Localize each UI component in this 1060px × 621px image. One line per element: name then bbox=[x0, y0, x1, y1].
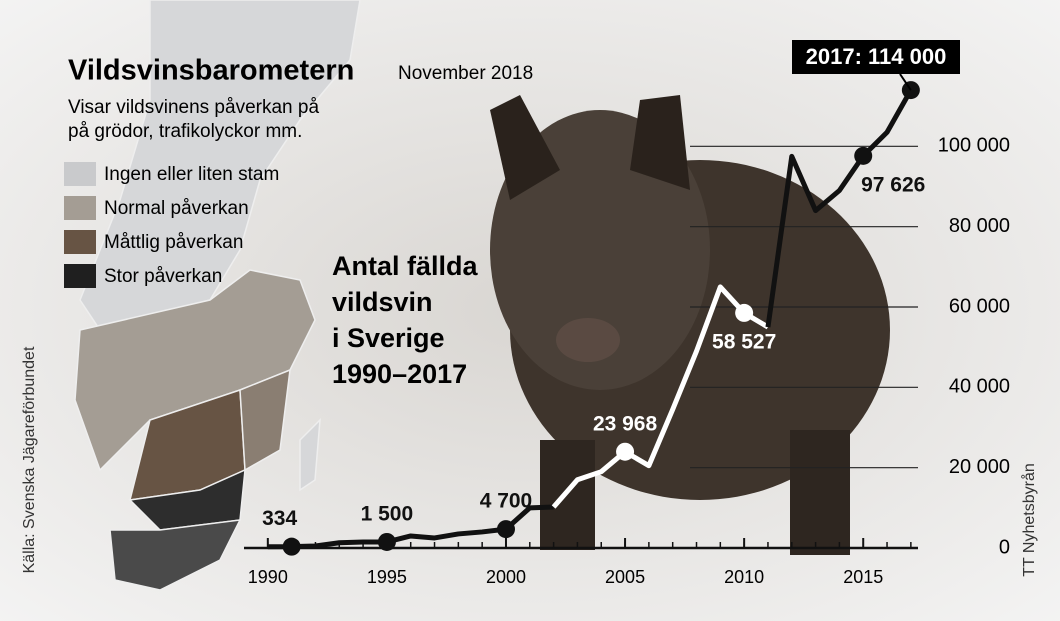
x-tick-label: 1990 bbox=[248, 567, 288, 587]
value-label: 23 968 bbox=[593, 412, 658, 435]
value-label: 334 bbox=[262, 507, 297, 530]
y-tick-label: 20 000 bbox=[949, 456, 1010, 478]
y-tick-label: 0 bbox=[999, 536, 1010, 558]
x-tick-label: 2005 bbox=[605, 567, 645, 587]
data-point bbox=[735, 303, 754, 322]
legend-swatch bbox=[64, 162, 96, 186]
title: Vildsvinsbarometern bbox=[68, 55, 354, 87]
data-line bbox=[551, 284, 770, 509]
x-tick-label: 2010 bbox=[724, 567, 764, 587]
chart-title: Antal fällda bbox=[332, 251, 479, 281]
value-label: 4 700 bbox=[480, 490, 533, 513]
legend-label: Ingen eller liten stam bbox=[104, 164, 279, 185]
value-label: 58 527 bbox=[712, 330, 776, 353]
value-label: 1 500 bbox=[361, 503, 414, 526]
legend-swatch bbox=[64, 264, 96, 288]
data-point bbox=[496, 520, 515, 539]
date: November 2018 bbox=[398, 63, 533, 84]
chart-title: vildsvin bbox=[332, 287, 433, 317]
chart-title: i Sverige bbox=[332, 323, 445, 353]
data-point bbox=[282, 537, 301, 556]
legend-label: Stor påverkan bbox=[104, 266, 222, 287]
source: Källa: Svenska Jägareförbundet bbox=[21, 346, 38, 573]
data-point bbox=[377, 532, 396, 551]
y-tick-label: 80 000 bbox=[949, 215, 1010, 237]
data-point bbox=[616, 442, 635, 461]
value-label: 97 626 bbox=[861, 173, 925, 196]
y-tick-label: 40 000 bbox=[949, 376, 1010, 398]
data-point bbox=[854, 146, 873, 165]
x-tick-label: 2015 bbox=[843, 567, 883, 587]
label-box bbox=[792, 40, 960, 74]
data-line bbox=[765, 88, 914, 328]
value-label: 2017: 114 000 bbox=[806, 44, 947, 69]
subtitle: Visar vildsvinens påverkan på bbox=[68, 97, 319, 118]
credit: TT Nyhetsbyrån bbox=[1020, 463, 1038, 577]
map bbox=[74, 0, 361, 591]
label-pointer bbox=[899, 73, 912, 91]
x-tick-label: 1995 bbox=[367, 567, 407, 587]
y-tick-label: 100 000 bbox=[938, 135, 1010, 157]
x-tick-label: 2000 bbox=[486, 567, 526, 587]
y-tick-label: 60 000 bbox=[949, 295, 1010, 317]
boar-photo bbox=[490, 95, 890, 555]
subtitle: på grödor, trafikolyckor mm. bbox=[68, 121, 302, 142]
legend-label: Normal påverkan bbox=[104, 198, 249, 219]
legend-swatch bbox=[64, 230, 96, 254]
legend-label: Måttlig påverkan bbox=[104, 232, 243, 253]
chart-title: 1990–2017 bbox=[332, 359, 467, 389]
legend-swatch bbox=[64, 196, 96, 220]
